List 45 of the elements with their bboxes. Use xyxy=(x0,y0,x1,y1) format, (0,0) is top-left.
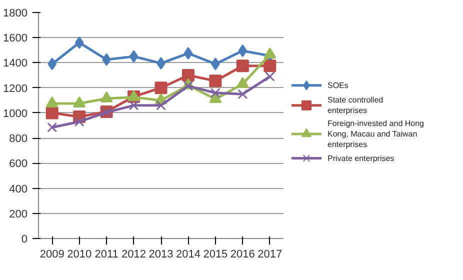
x-tick-label: 2014 xyxy=(176,248,200,260)
point xyxy=(264,60,276,72)
x-tick-label: 2010 xyxy=(67,248,92,260)
point xyxy=(236,60,249,72)
x-tick-label: 2009 xyxy=(40,248,64,260)
legend-label: State controlled enterprises xyxy=(328,96,384,116)
y-tick-label: 1400 xyxy=(3,58,28,70)
point xyxy=(264,72,275,82)
point xyxy=(74,116,84,127)
x-tick-label: 2017 xyxy=(258,248,282,260)
point xyxy=(238,89,248,100)
point xyxy=(74,36,84,49)
point xyxy=(46,106,58,120)
point xyxy=(209,74,222,88)
point xyxy=(73,96,86,108)
legend-label: SOEs xyxy=(328,80,348,90)
y-tick-label: 1000 xyxy=(3,108,28,120)
y-tick-label: 1800 xyxy=(3,8,28,20)
x-tick-label: 2011 xyxy=(94,248,118,260)
point xyxy=(129,50,138,63)
x-tick-label: 2012 xyxy=(122,248,146,260)
point xyxy=(183,80,194,91)
y-tick-label: 200 xyxy=(9,208,28,220)
point xyxy=(47,122,58,132)
point xyxy=(182,69,194,82)
y-tick-label: 0 xyxy=(21,234,28,246)
y-tick-label: 1600 xyxy=(3,32,28,45)
x-tick-label: 2015 xyxy=(203,248,228,260)
point xyxy=(128,100,139,110)
y-tick-label: 600 xyxy=(9,158,28,170)
x-tick-label: 2013 xyxy=(148,248,174,260)
point xyxy=(154,82,168,94)
point xyxy=(46,96,58,108)
y-tick-label: 400 xyxy=(9,183,28,196)
y-tick-label: 800 xyxy=(9,133,28,146)
legend-label: Private enterprises xyxy=(328,154,394,163)
point xyxy=(100,91,113,102)
point xyxy=(184,47,193,60)
point xyxy=(48,58,57,70)
y-tick-label: 1200 xyxy=(3,82,28,95)
point xyxy=(238,44,248,58)
legend-label: Foreign-invested and Hong Kong, Macau and Taiwan enterprises xyxy=(328,119,424,149)
x-tick-label: 2016 xyxy=(230,248,255,260)
point xyxy=(156,100,166,110)
point xyxy=(210,88,220,98)
